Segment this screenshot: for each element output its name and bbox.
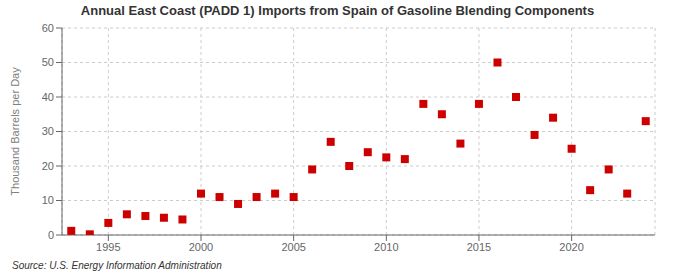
- svg-text:2015: 2015: [467, 241, 491, 253]
- svg-text:2005: 2005: [281, 241, 305, 253]
- svg-text:0: 0: [48, 229, 54, 241]
- html-text:Source: U.S. Energy Informatio: Source: U.S. Energy Information Administ…: [12, 260, 222, 271]
- svg-text:2010: 2010: [374, 241, 398, 253]
- svg-text:2000: 2000: [189, 241, 213, 253]
- svg-text:30: 30: [42, 125, 54, 137]
- svg-text:20: 20: [42, 160, 54, 172]
- svg-text:2020: 2020: [559, 241, 583, 253]
- svg-text:40: 40: [42, 91, 54, 103]
- html-text:Annual East Coast (PADD 1) Imp: Annual East Coast (PADD 1) Imports from …: [80, 3, 595, 18]
- svg-text:10: 10: [42, 194, 54, 206]
- svg-text:60: 60: [42, 22, 54, 34]
- svg-text:1995: 1995: [96, 241, 120, 253]
- svg-text:Thousand Barrels per Day: Thousand Barrels per Day: [9, 67, 21, 196]
- svg-text:50: 50: [42, 56, 54, 68]
